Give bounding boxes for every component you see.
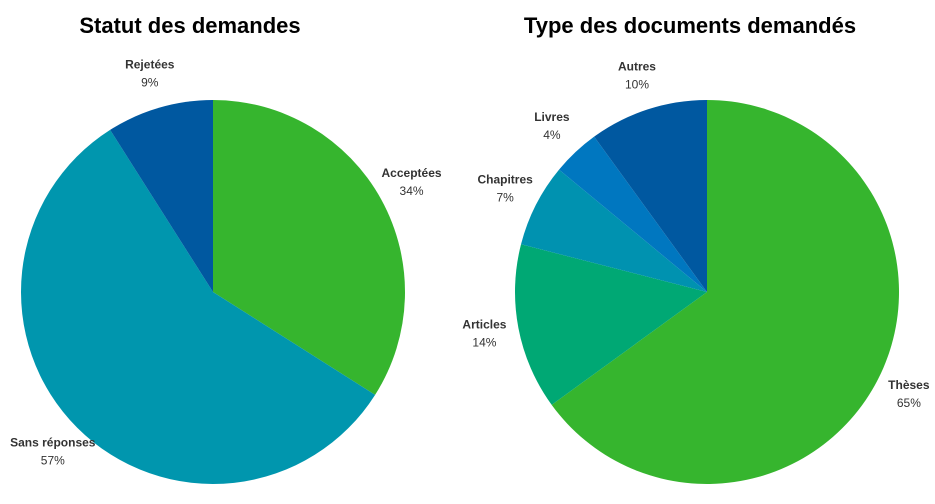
slice-value: 9%: [141, 76, 159, 90]
slice-label: Rejetées: [125, 58, 175, 72]
slice-value: 14%: [472, 336, 496, 350]
slice-label: Articles: [462, 318, 506, 332]
slice-label: Autres: [618, 60, 656, 74]
chart-title: Type des documents demandés: [524, 13, 856, 38]
pie-slice: [213, 100, 405, 395]
slice-label: Acceptées: [382, 166, 442, 180]
pie-slice: [594, 100, 707, 292]
slice-value: 4%: [543, 128, 561, 142]
pie-slice: [551, 100, 900, 485]
slice-value: 10%: [625, 78, 649, 92]
slice-value: 34%: [400, 184, 424, 198]
slice-value: 57%: [41, 453, 65, 467]
slice-label: Livres: [534, 110, 570, 124]
slice-label: Chapitres: [477, 172, 533, 186]
pie-slice: [21, 129, 376, 484]
pie-slice: [559, 136, 707, 292]
slice-value: 7%: [496, 190, 514, 204]
chart-title: Statut des demandes: [79, 13, 300, 38]
pie-slice: [110, 100, 213, 292]
slice-value: 65%: [897, 396, 921, 410]
pie-slice: [521, 169, 707, 292]
pie-slice: [515, 244, 707, 405]
slice-label: Sans réponses: [10, 435, 96, 449]
slice-label: Thèses: [888, 378, 930, 392]
